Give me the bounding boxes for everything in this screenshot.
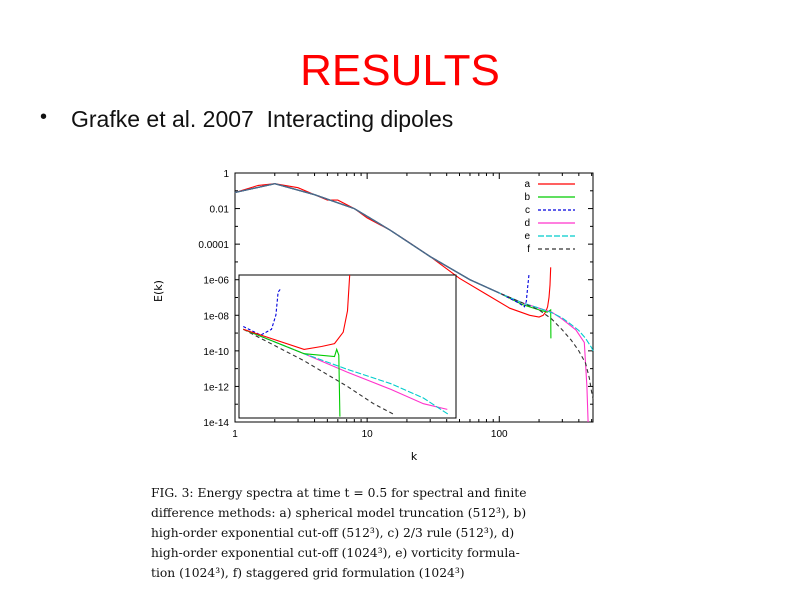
overlapping-spectrum-line: [234, 182, 500, 294]
caption-line: difference methods: a) spherical model t…: [151, 506, 527, 520]
y-tick-label: 0.0001: [198, 240, 229, 251]
legend-label-e: e: [524, 231, 530, 242]
y-axis-label: E(k): [152, 280, 165, 302]
y-tick-label: 1: [223, 169, 229, 180]
inset-border: [238, 274, 457, 419]
y-tick-label: 1e-12: [203, 382, 229, 393]
caption-line: high-order exponential cut-off (512³), c…: [151, 526, 515, 540]
y-tick-label: 1e-14: [203, 418, 229, 429]
x-axis-label: k: [411, 450, 418, 463]
inset-line-f: [243, 328, 396, 416]
caption-line: tion (1024³), f) staggered grid formulat…: [151, 566, 465, 580]
slide-title: RESULTS: [300, 46, 500, 95]
inset-plot: [238, 274, 457, 419]
inset-line-b: [243, 328, 341, 417]
y-tick-label: 0.01: [210, 205, 230, 216]
y-tick-label: 1e-10: [203, 347, 229, 358]
legend-label-a: a: [524, 179, 530, 190]
y-tick-label: 1e-08: [203, 311, 229, 322]
series-layer: [234, 182, 594, 423]
x-tick-label: 100: [491, 429, 508, 440]
figure-caption: FIG. 3: Energy spectra at time t = 0.5 f…: [151, 483, 621, 583]
legend-label-b: b: [524, 192, 530, 203]
caption-line: FIG. 3: Energy spectra at time t = 0.5 f…: [151, 486, 527, 500]
y-tick-label: 1e-06: [203, 276, 229, 287]
bullet-text: Grafke et al. 2007 Interacting dipoles: [71, 106, 454, 132]
inset-line-a: [243, 274, 351, 350]
x-tick-label: 10: [362, 429, 374, 440]
legend-label-f: f: [527, 244, 530, 255]
series-line-f: [234, 183, 594, 400]
legend-label-d: d: [524, 218, 530, 229]
bullet-icon: •: [40, 106, 48, 128]
x-tick-label: 1: [232, 429, 238, 440]
caption-line: high-order exponential cut-off (1024³), …: [151, 546, 520, 560]
legend-label-c: c: [525, 205, 530, 216]
bullet-item: • Grafke et al. 2007 Interacting dipoles: [40, 106, 453, 187]
